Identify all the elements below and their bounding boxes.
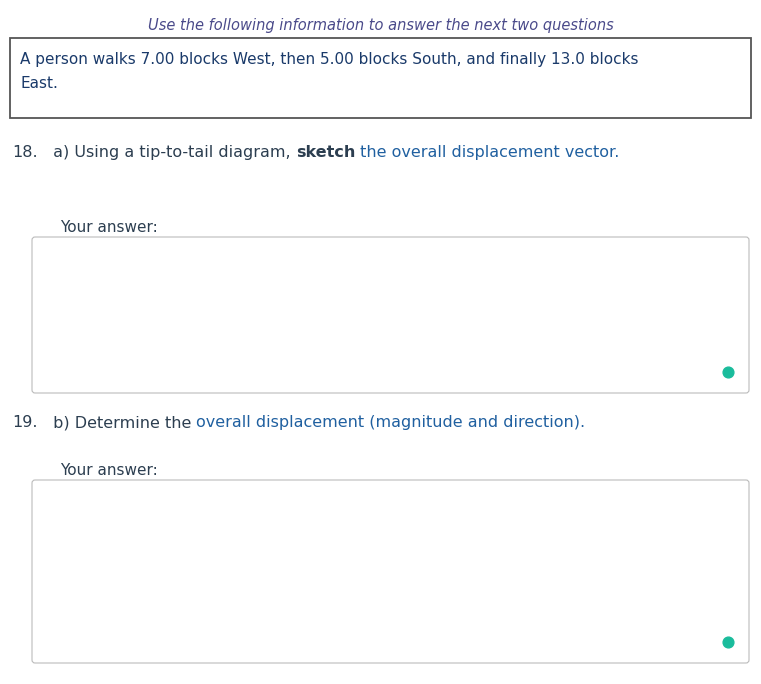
Point: [722, 367, 734, 378]
Text: A person walks 7.00 blocks West, then 5.00 blocks South, and finally 13.0 blocks: A person walks 7.00 blocks West, then 5.…: [20, 52, 638, 67]
FancyBboxPatch shape: [32, 480, 749, 663]
Text: Your answer:: Your answer:: [60, 463, 158, 478]
Text: 19.: 19.: [12, 415, 37, 430]
Text: b) Determine the: b) Determine the: [48, 415, 196, 430]
Text: Your answer:: Your answer:: [60, 220, 158, 235]
Text: 18.: 18.: [12, 145, 37, 160]
Point: [722, 637, 734, 648]
Text: sketch: sketch: [296, 145, 355, 160]
Text: the overall displacement vector.: the overall displacement vector.: [355, 145, 619, 160]
Text: overall displacement (magnitude and direction).: overall displacement (magnitude and dire…: [196, 415, 586, 430]
FancyBboxPatch shape: [10, 38, 751, 118]
FancyBboxPatch shape: [32, 237, 749, 393]
Text: a) Using a tip-to-tail diagram,: a) Using a tip-to-tail diagram,: [48, 145, 296, 160]
Text: Use the following information to answer the next two questions: Use the following information to answer …: [148, 18, 613, 33]
Text: East.: East.: [20, 76, 58, 91]
